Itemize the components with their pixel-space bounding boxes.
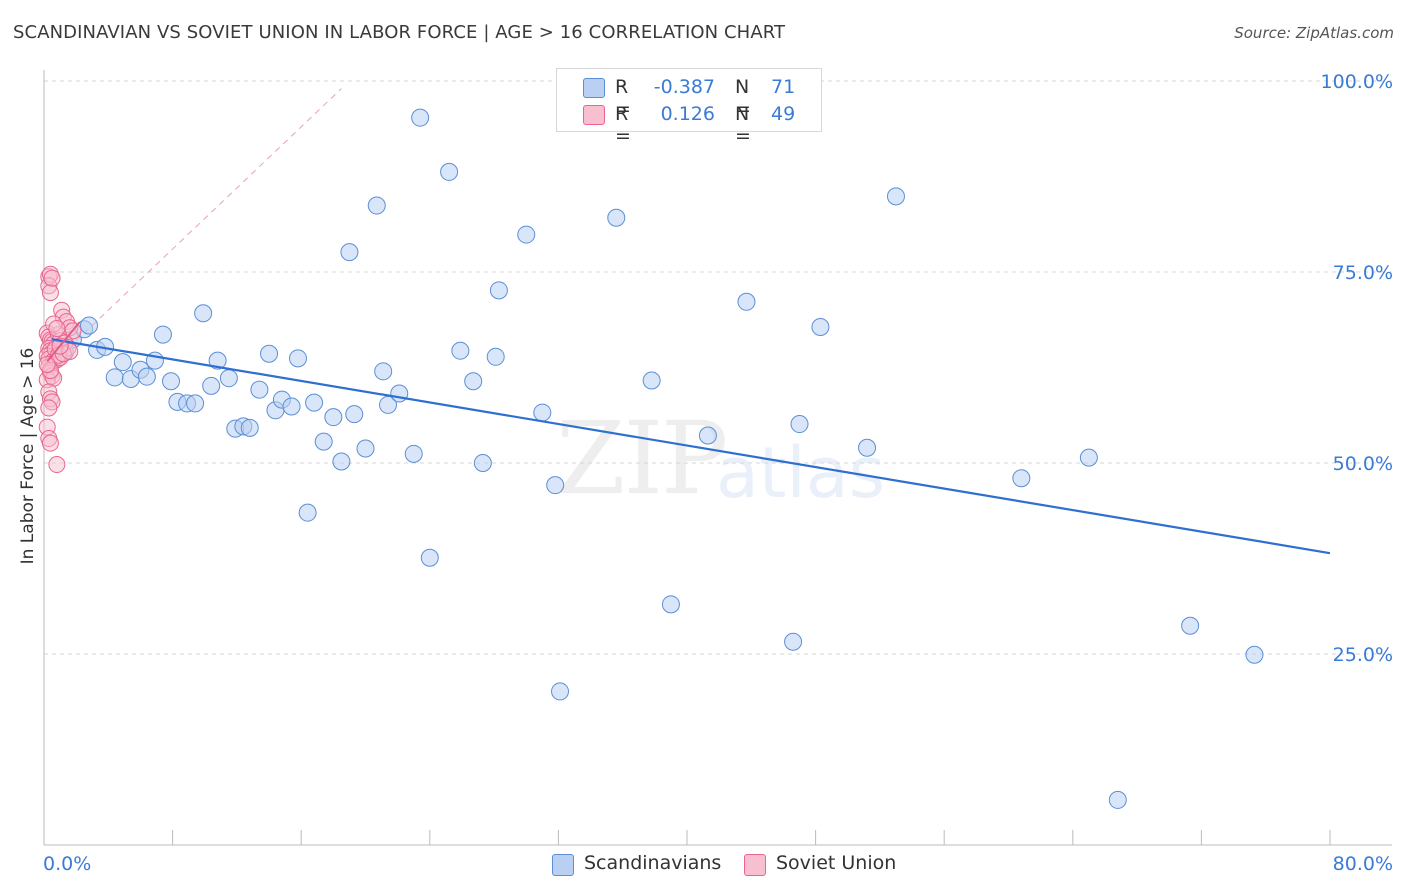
x-tick-label: 0.0% (43, 853, 91, 875)
bottom-swatch-pink (744, 854, 766, 876)
scandinavians-point (1245, 645, 1264, 664)
scandinavians-point (1108, 790, 1127, 809)
y-tick-label: 100.0% (1321, 71, 1393, 93)
scandinavians-point (298, 503, 317, 522)
scandinavians-point (811, 318, 830, 337)
scandinavians-point (404, 444, 423, 463)
scandinavians-points (52, 108, 1264, 809)
chart-title: SCANDINAVIAN VS SOVIET UNION IN LABOR FO… (13, 22, 786, 43)
scandinavians-point (367, 196, 386, 215)
legend-n-label: N = (735, 103, 751, 147)
scandinavians-point (661, 595, 680, 614)
scandinavians-point (546, 476, 565, 495)
scandinavians-point (1012, 469, 1031, 488)
scandinavians-point (489, 281, 508, 300)
scandinavians-point (324, 408, 343, 427)
gridlines (44, 80, 1392, 655)
scandinavians-point (202, 376, 221, 395)
scandinavians-point (137, 367, 156, 386)
scandinavians-point (345, 405, 364, 424)
legend-r-label: R = (615, 103, 631, 147)
legend-swatch-pink (583, 105, 605, 125)
scandinavians-point (260, 344, 279, 363)
scandinavians-point (473, 454, 492, 472)
scandinavians-point (607, 208, 626, 227)
scandinavians-point (80, 316, 99, 335)
legend-n-value: 49 (771, 103, 796, 125)
correlation-legend: R = -0.387 N = 71 R = 0.126 N = 49 (556, 68, 822, 147)
soviet-trend-line (46, 321, 81, 363)
scandinavians-point (374, 362, 393, 381)
scandinavians-trend-line (51, 338, 1331, 555)
legend-r-value: -0.387 (653, 76, 715, 98)
scandinavians-point (451, 341, 470, 360)
scandinavians-point (282, 397, 301, 416)
scandinavians-point (340, 243, 359, 262)
y-tick-label: 25.0% (1333, 644, 1393, 666)
scandinavians-point (411, 108, 430, 127)
watermark-zip: ZIP (556, 400, 728, 517)
legend-r-value: 0.126 (660, 103, 715, 125)
bottom-legend-label: Soviet Union (776, 852, 897, 874)
legend-r-label: R = (615, 76, 631, 120)
scandinavians-point (356, 439, 375, 458)
scandinavians-point (305, 393, 324, 412)
scandinavians-point (551, 682, 570, 701)
scandinavians-point (314, 432, 333, 451)
scandinavians-point (1181, 616, 1200, 635)
scandinavians-point (517, 225, 536, 244)
scandinavians-point (113, 353, 132, 372)
scandinavians-point (186, 394, 205, 413)
scandinavians-point (240, 418, 259, 437)
scandinavians-point (790, 415, 809, 434)
scandinavians-point (698, 426, 717, 445)
legend-n-label: N = (735, 76, 751, 120)
legend-swatch-blue (583, 78, 605, 98)
scandinavians-point (153, 325, 172, 344)
axes (43, 70, 1392, 846)
scandinavians-point (533, 403, 552, 422)
soviet-point (43, 269, 61, 287)
scandinavians-point (886, 187, 905, 206)
scandinavians-point (332, 452, 351, 471)
scandinavians-point (642, 371, 661, 390)
soviet-point (41, 434, 59, 452)
y-tick-label: 75.0% (1333, 262, 1393, 284)
scandinavians-point (858, 438, 877, 457)
legend-n-value: 71 (771, 76, 796, 98)
soviet-point (38, 355, 56, 373)
scandinavians-point (208, 351, 227, 370)
scandinavians-point (486, 347, 505, 366)
scandinavians-point (420, 548, 439, 567)
scandinavians-point (105, 368, 124, 387)
soviet-point (48, 456, 66, 474)
scandinavians-point (784, 632, 803, 651)
scandinavians-point (464, 372, 483, 391)
scandinavians-point (194, 304, 213, 323)
soviet-point (48, 320, 66, 338)
tick-labels: 25.0% 50.0% 75.0% 100.0% 0.0% 80.0% (43, 71, 1393, 875)
x-tick-label: 80.0% (1333, 853, 1393, 875)
scandinavians-point (250, 380, 269, 399)
scandinavians-point (288, 349, 307, 368)
bottom-swatch-blue (552, 854, 574, 876)
scandinavians-point (737, 292, 756, 311)
scandinavians-point (219, 369, 238, 388)
y-tick-label: 50.0% (1333, 453, 1393, 475)
soviet-points (38, 265, 82, 474)
soviet-point (40, 399, 58, 417)
scandinavians-point (161, 372, 180, 391)
scandinavians-point (440, 162, 459, 181)
scandinavians-point (1079, 448, 1098, 467)
soviet-point (41, 284, 59, 302)
source-label: Source: ZipAtlas.com (1234, 24, 1394, 42)
bottom-legend-label: Scandinavians (584, 852, 722, 874)
